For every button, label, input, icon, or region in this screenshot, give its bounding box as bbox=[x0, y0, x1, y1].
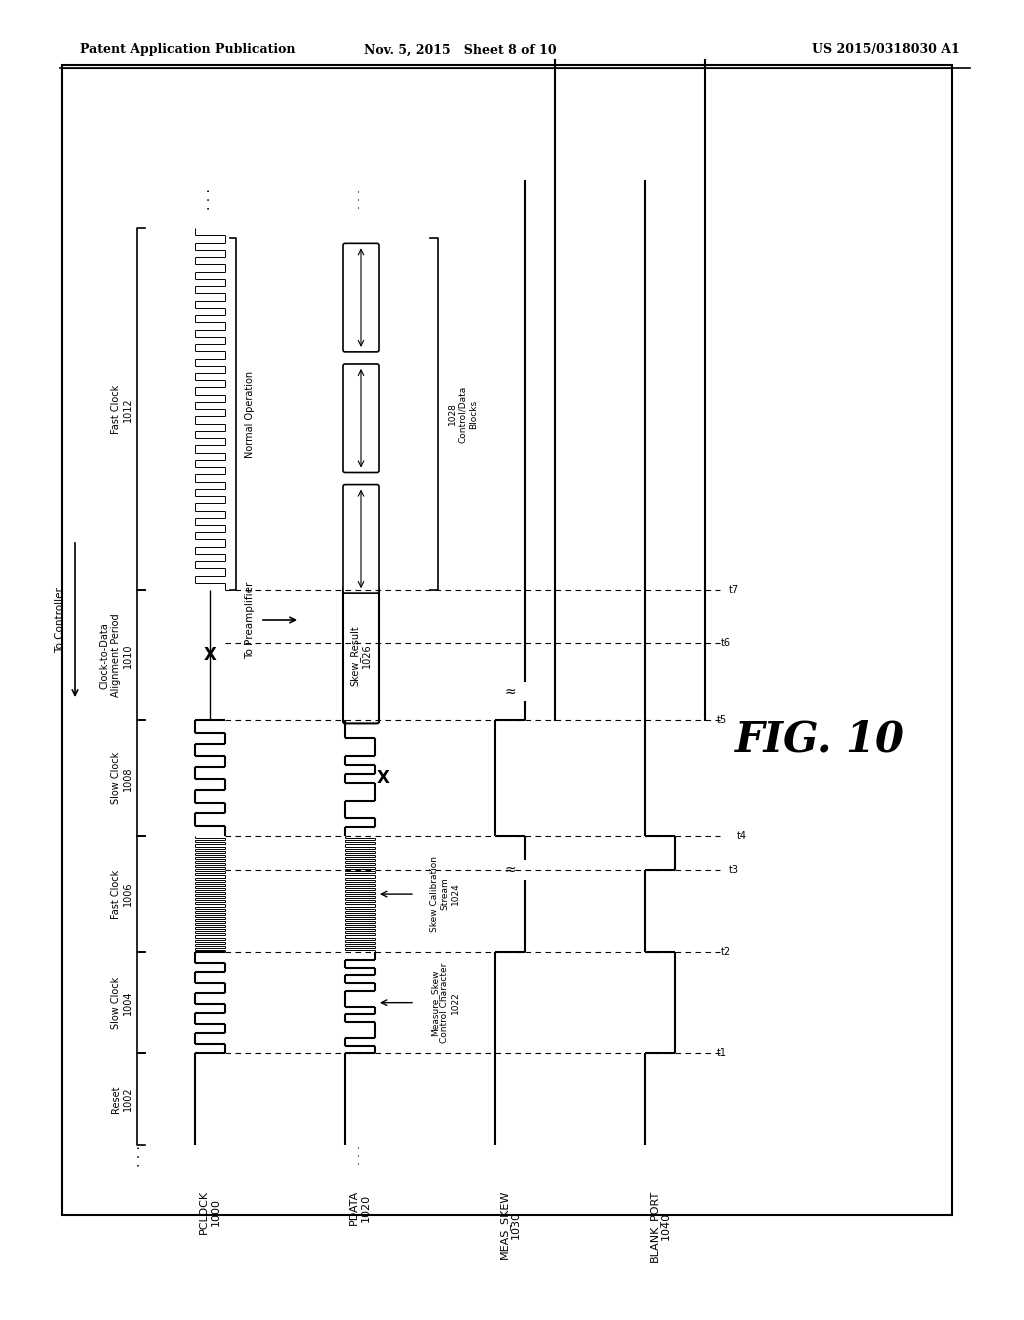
FancyBboxPatch shape bbox=[343, 484, 379, 593]
Text: X: X bbox=[377, 770, 389, 787]
Text: Slow Clock
1004: Slow Clock 1004 bbox=[112, 977, 133, 1028]
FancyBboxPatch shape bbox=[343, 243, 379, 352]
Text: Measure_Skew
Control Character
1022: Measure_Skew Control Character 1022 bbox=[430, 962, 460, 1043]
Text: To Controller: To Controller bbox=[55, 587, 65, 653]
Text: To Preamplifier: To Preamplifier bbox=[245, 581, 255, 659]
Text: t5: t5 bbox=[717, 715, 727, 726]
Text: PDATA
1020: PDATA 1020 bbox=[349, 1191, 371, 1225]
Text: t6: t6 bbox=[721, 638, 731, 648]
Text: PCLOCK
1000: PCLOCK 1000 bbox=[200, 1191, 221, 1234]
Text: 1028
Control/Data
Blocks: 1028 Control/Data Blocks bbox=[449, 385, 478, 442]
Text: · · ·: · · · bbox=[203, 189, 217, 210]
Text: Nov. 5, 2015   Sheet 8 of 10: Nov. 5, 2015 Sheet 8 of 10 bbox=[364, 44, 556, 57]
Text: · · ·: · · · bbox=[353, 1146, 367, 1166]
Text: t3: t3 bbox=[729, 865, 739, 875]
Text: US 2015/0318030 A1: US 2015/0318030 A1 bbox=[812, 44, 961, 57]
Text: BLANK_PORT
1040: BLANK_PORT 1040 bbox=[649, 1191, 672, 1262]
Text: X: X bbox=[204, 647, 216, 664]
Text: Skew Calibration
Stream
1024: Skew Calibration Stream 1024 bbox=[430, 857, 460, 932]
Text: t7: t7 bbox=[729, 585, 739, 595]
Text: Slow Clock
1008: Slow Clock 1008 bbox=[112, 752, 133, 804]
FancyBboxPatch shape bbox=[343, 587, 379, 723]
Text: t2: t2 bbox=[721, 946, 731, 957]
Text: Normal Operation: Normal Operation bbox=[245, 371, 255, 458]
Text: t1: t1 bbox=[717, 1048, 727, 1059]
Text: Patent Application Publication: Patent Application Publication bbox=[80, 44, 296, 57]
Text: · · ·: · · · bbox=[133, 1144, 147, 1167]
Text: Fast Clock
1012: Fast Clock 1012 bbox=[112, 384, 133, 434]
Text: · · ·: · · · bbox=[353, 189, 367, 210]
Text: MEAS_SKEW
1030: MEAS_SKEW 1030 bbox=[499, 1191, 521, 1259]
Text: Skew_Result
1026: Skew_Result 1026 bbox=[350, 624, 373, 685]
Text: ≈: ≈ bbox=[504, 685, 516, 698]
Text: FIG. 10: FIG. 10 bbox=[735, 719, 905, 762]
Bar bbox=[62, 65, 952, 1214]
Text: Clock-to-Data
Alignment Period
1010: Clock-to-Data Alignment Period 1010 bbox=[99, 614, 133, 697]
Text: Fast Clock
1006: Fast Clock 1006 bbox=[112, 870, 133, 919]
FancyBboxPatch shape bbox=[343, 364, 379, 473]
Text: ≈: ≈ bbox=[504, 863, 516, 876]
Text: Reset
1002: Reset 1002 bbox=[112, 1085, 133, 1113]
Text: t4: t4 bbox=[737, 832, 746, 841]
